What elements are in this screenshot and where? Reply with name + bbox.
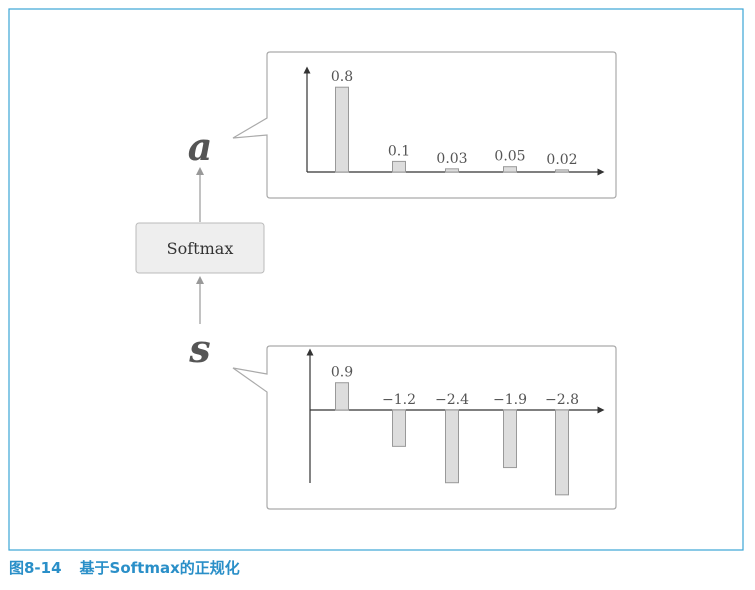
input-value-label-0: 0.9: [331, 365, 353, 381]
figure-title: 基于Softmax的正规化: [79, 559, 240, 577]
input-value-label-1: −1.2: [382, 392, 416, 408]
input-bar-4: [555, 409, 569, 496]
output-value-label-2: 0.03: [436, 151, 467, 167]
input-bar-chart: 0.9 −1.2 −2.4 −1.9 −2.8: [306, 348, 605, 496]
input-value-label-4: −2.8: [545, 392, 579, 408]
input-bar-2: [445, 409, 459, 484]
output-value-label-1: 0.1: [388, 143, 410, 159]
softmax-box: [135, 222, 265, 274]
output-bar-4: [555, 169, 569, 173]
input-value-label-2: −2.4: [435, 392, 469, 408]
figure-frame: [8, 8, 744, 551]
output-bar-1: [392, 160, 406, 173]
output-variable-label: a: [188, 124, 213, 169]
output-value-label-4: 0.02: [546, 152, 577, 168]
output-bar-3: [503, 166, 517, 173]
output-callout: [232, 51, 617, 199]
input-bar-1: [392, 409, 406, 447]
input-variable-label: s: [188, 326, 210, 371]
output-bar-chart: 0.8 0.1 0.03 0.05 0.02: [303, 66, 605, 176]
figure-number: 图8-14: [9, 559, 62, 577]
softmax-label: Softmax: [167, 239, 234, 258]
figure-caption: 图8-14 基于Softmax的正规化: [9, 557, 240, 578]
input-bar-3: [503, 409, 517, 469]
input-bar-0: [335, 382, 349, 411]
input-callout: [232, 345, 617, 510]
output-bar-0: [335, 86, 349, 173]
output-value-label-3: 0.05: [494, 149, 525, 165]
output-bar-2: [445, 168, 459, 173]
input-value-label-3: −1.9: [493, 392, 527, 408]
output-value-label-0: 0.8: [331, 69, 353, 85]
